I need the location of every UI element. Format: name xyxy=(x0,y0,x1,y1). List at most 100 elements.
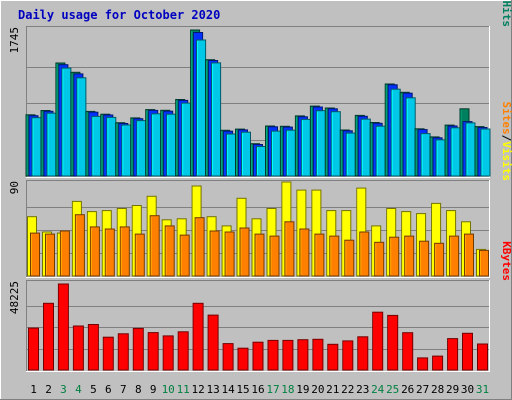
bar-sites-day-18 xyxy=(284,221,295,277)
x-tick-label-day-18: 18 xyxy=(281,383,294,396)
bar-sites-day-1 xyxy=(30,232,40,277)
bar-sites-day-6 xyxy=(104,228,115,277)
chart-panels: 1745Pages/Files/Hits90Sites/Visits48225K… xyxy=(8,0,512,372)
bar-sites-day-5 xyxy=(89,226,100,277)
bar-sites-day-30 xyxy=(464,233,474,277)
bar-kbytes-day-27 xyxy=(417,357,429,371)
x-tick-label-day-16: 16 xyxy=(251,383,264,396)
bar-kbytes-day-25 xyxy=(387,314,399,371)
x-tick-label-day-6: 6 xyxy=(105,383,112,396)
bar-sites-day-13 xyxy=(209,230,220,277)
x-tick-label-day-10: 10 xyxy=(162,383,175,396)
x-tick-label-day-25: 25 xyxy=(386,383,399,396)
bar-sites-day-15 xyxy=(239,227,250,277)
x-tick-label-day-15: 15 xyxy=(236,383,249,396)
bar-kbytes-day-19 xyxy=(297,339,309,371)
x-tick-label-day-23: 23 xyxy=(356,383,369,396)
bar-kbytes-day-11 xyxy=(177,331,189,371)
legend-entry: / xyxy=(500,0,512,1)
x-axis-day-labels: 1 2 3 4 5 6 7 8 9 10 11 12 13 14 15 16 17 18 19 20 21 22 23 24 2… xyxy=(30,383,489,396)
x-tick-label-day-14: 14 xyxy=(221,383,235,396)
panel-bottom: 48225 KBytes xyxy=(8,241,512,372)
bar-sites-day-26 xyxy=(404,235,415,277)
bar-sites-day-14 xyxy=(224,231,235,277)
bar-kbytes-day-30 xyxy=(462,332,473,371)
bar-sites-day-2 xyxy=(45,233,55,277)
legend-entry: Hits xyxy=(500,1,512,28)
x-tick-label-day-8: 8 xyxy=(135,383,142,396)
legend-entry: KBytes xyxy=(500,241,512,281)
x-tick-label-day-27: 27 xyxy=(416,383,429,396)
bar-kbytes-day-12 xyxy=(192,302,204,371)
panel-middle: 90 Sites/Visits xyxy=(8,102,512,278)
bar-kbytes-day-23 xyxy=(357,336,369,371)
x-tick-label-day-5: 5 xyxy=(90,383,97,396)
bar-kbytes-day-1 xyxy=(28,327,39,371)
legend-entry: Sites xyxy=(500,102,512,135)
x-tick-label-day-24: 24 xyxy=(371,383,385,396)
bar-sites-day-24 xyxy=(374,241,385,277)
panel-legend: KBytes xyxy=(500,241,512,281)
bar-sites-day-27 xyxy=(419,240,430,277)
x-tick-label-day-21: 21 xyxy=(326,383,339,396)
panel-legend: Sites/Visits xyxy=(500,102,512,182)
bar-sites-day-22 xyxy=(344,239,355,277)
x-tick-label-day-13: 13 xyxy=(206,383,219,396)
bar-kbytes-day-16 xyxy=(252,341,264,371)
bar-sites-day-9 xyxy=(149,215,160,277)
x-tick-label-day-12: 12 xyxy=(191,383,204,396)
bar-sites-day-19 xyxy=(299,228,310,277)
bar-kbytes-day-5 xyxy=(87,324,99,371)
bar-sites-day-23 xyxy=(359,231,370,277)
bar-kbytes-day-2 xyxy=(43,302,54,371)
bar-sites-day-28 xyxy=(434,242,445,277)
bar-sites-day-20 xyxy=(314,233,325,277)
bar-kbytes-day-7 xyxy=(117,333,129,371)
bar-kbytes-day-13 xyxy=(207,314,219,371)
panel-legend: Pages/Files/Hits xyxy=(500,0,512,27)
x-tick-label-day-11: 11 xyxy=(177,383,190,396)
x-tick-label-day-19: 19 xyxy=(296,383,309,396)
y-axis-max-label: 1745 xyxy=(8,27,21,54)
bar-kbytes-day-24 xyxy=(372,311,384,371)
bar-sites-day-16 xyxy=(254,233,265,277)
x-tick-label-day-31: 31 xyxy=(476,383,489,396)
x-tick-label-day-17: 17 xyxy=(266,383,279,396)
bar-sites-day-11 xyxy=(179,234,190,277)
bar-kbytes-day-20 xyxy=(312,338,324,371)
x-tick-label-day-4: 4 xyxy=(75,383,82,396)
bar-kbytes-day-28 xyxy=(432,355,444,371)
bar-kbytes-day-15 xyxy=(237,347,249,371)
bar-kbytes-day-8 xyxy=(132,327,144,371)
x-tick-label-day-30: 30 xyxy=(461,383,474,396)
y-axis-max-label: 48225 xyxy=(8,281,21,314)
x-tick-label-day-1: 1 xyxy=(30,383,37,396)
x-tick-label-day-28: 28 xyxy=(431,383,444,396)
legend-entry: Visits xyxy=(500,141,512,181)
bar-kbytes-day-22 xyxy=(342,340,354,371)
bar-sites-day-4 xyxy=(74,214,85,277)
bar-kbytes-day-14 xyxy=(222,343,234,371)
bar-sites-day-10 xyxy=(164,225,175,277)
bar-kbytes-day-17 xyxy=(267,339,279,371)
x-tick-label-day-29: 29 xyxy=(446,383,459,396)
bar-sites-day-17 xyxy=(269,235,280,277)
bar-sites-day-8 xyxy=(134,233,145,277)
x-tick-label-day-2: 2 xyxy=(45,383,52,396)
bar-kbytes-day-6 xyxy=(102,336,114,371)
bar-kbytes-day-10 xyxy=(162,335,174,371)
bar-kbytes-day-18 xyxy=(282,339,294,371)
bar-kbytes-day-21 xyxy=(327,343,339,371)
bar-kbytes-day-31 xyxy=(477,343,488,371)
bar-kbytes-day-9 xyxy=(147,332,159,371)
bar-sites-day-3 xyxy=(59,230,70,277)
bar-pages-day-31 xyxy=(480,128,491,177)
x-tick-label-day-9: 9 xyxy=(150,383,157,396)
x-tick-label-day-20: 20 xyxy=(311,383,324,396)
y-axis-max-label: 90 xyxy=(8,181,21,194)
x-tick-label-day-3: 3 xyxy=(60,383,67,396)
legend-entry: / xyxy=(500,135,512,142)
x-tick-label-day-7: 7 xyxy=(120,383,127,396)
bar-sites-day-7 xyxy=(119,226,130,277)
